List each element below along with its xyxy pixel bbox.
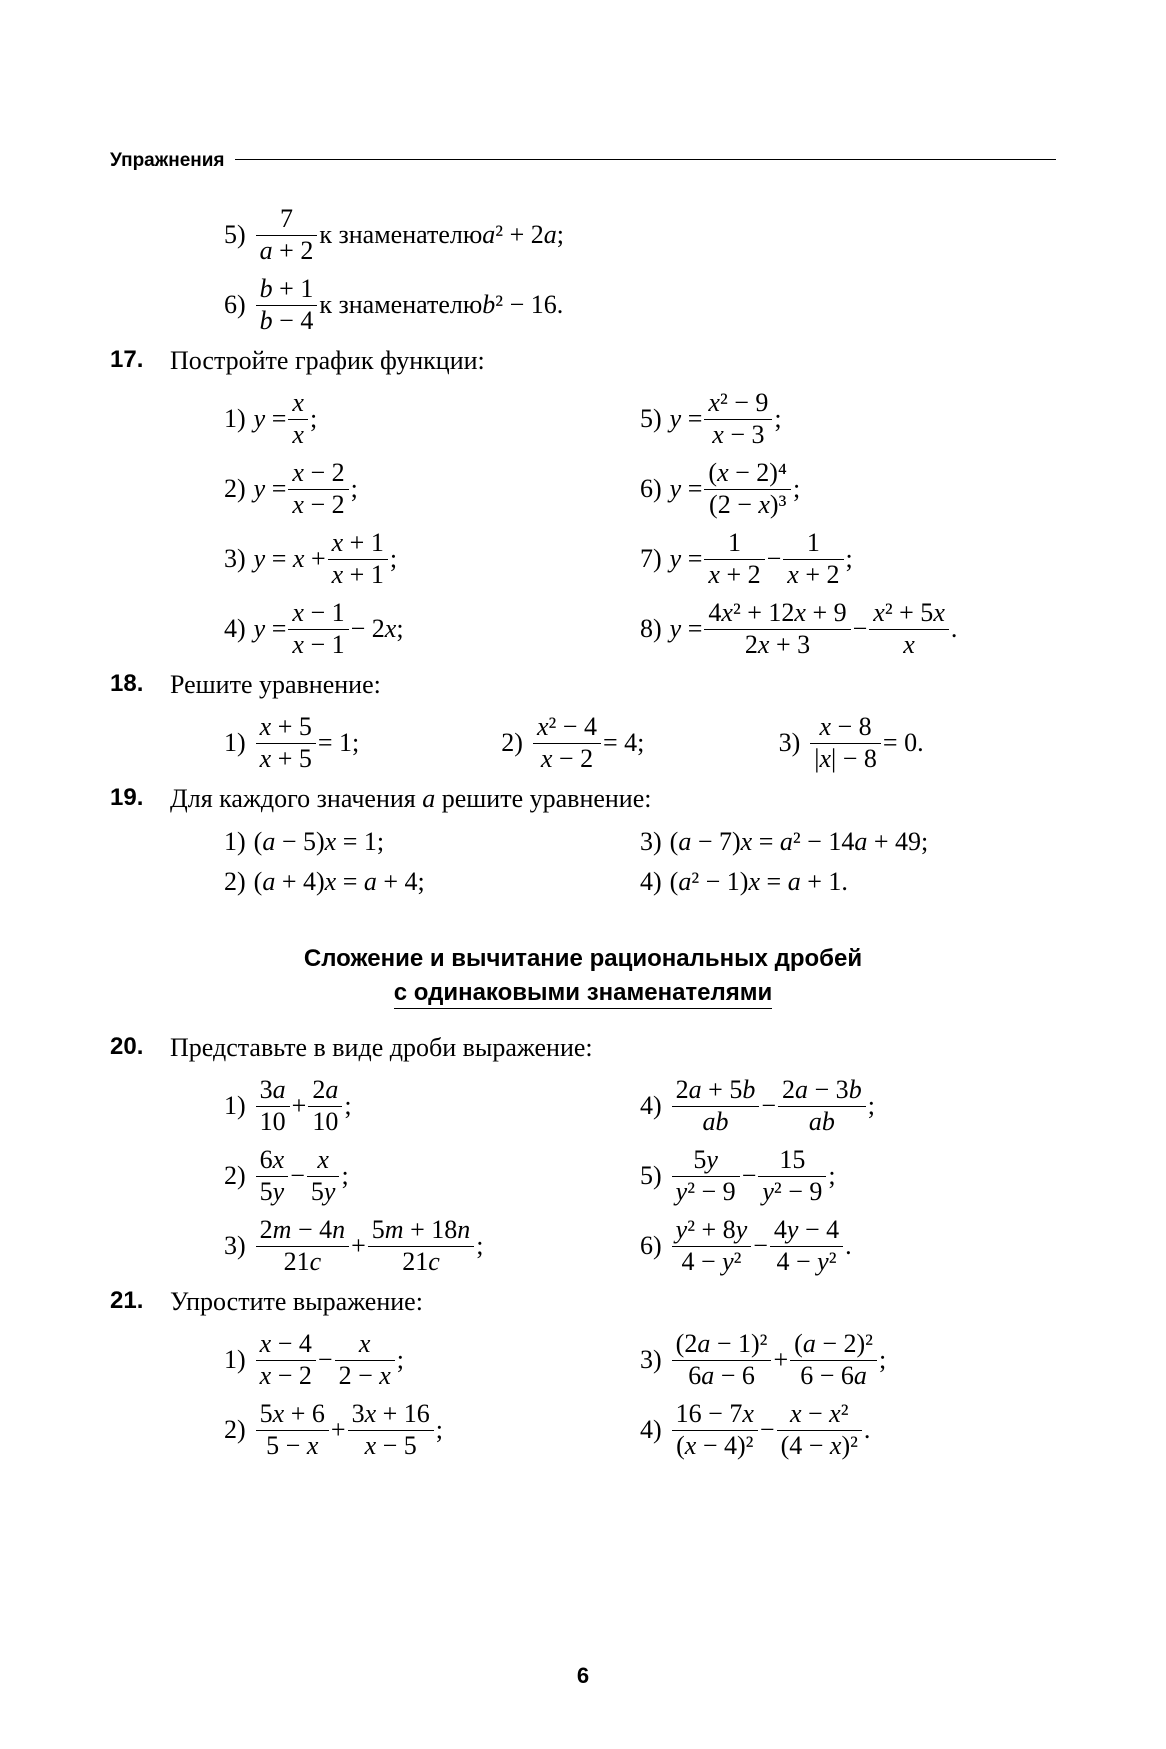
item-label: 3) xyxy=(640,1345,662,1375)
problem-number: 20. xyxy=(110,1033,170,1061)
section-title-line1: Сложение и вычитание рациональных дробей xyxy=(304,945,862,972)
problem-number: 17. xyxy=(110,346,170,374)
sub-item: 2)y = x − 2x − 2; xyxy=(224,454,640,524)
sub-item: 1)x − 4x − 2 − x2 − x; xyxy=(224,1325,640,1395)
problem-items: 1)3a10 + 2a10;4)2a + 5bab − 2a − 3bab;2)… xyxy=(224,1071,1056,1281)
page-number: 6 xyxy=(0,1663,1166,1689)
sub-item: 3)(a − 7)x = a² − 14a + 49; xyxy=(640,822,1056,862)
sub-item: 4)16 − 7x(x − 4)² − x − x²(4 − x)². xyxy=(640,1395,1056,1465)
problem-21: 21. Упростите выражение: 1)x − 4x − 2 − … xyxy=(110,1287,1056,1465)
item-label: 3) xyxy=(640,827,662,857)
sub-item: 2)x² − 4x − 2 = 4; xyxy=(501,708,778,778)
sub-item: 6)b + 1b − 4 к знаменателю b² − 16. xyxy=(224,270,1056,340)
item-label: 2) xyxy=(501,728,523,758)
sub-item: 3)(2a − 1)²6a − 6 + (a − 2)²6 − 6a; xyxy=(640,1325,1056,1395)
page: Упражнения 5)7a + 2 к знаменателю a² + 2… xyxy=(0,0,1166,1749)
item-label: 4) xyxy=(640,1415,662,1445)
section-title-line2: с одинаковыми знаменателями xyxy=(394,979,773,1009)
sub-item: 6)y² + 8y4 − y² − 4y − 44 − y². xyxy=(640,1211,1056,1281)
problem-prompt: Представьте в виде дроби выражение: xyxy=(170,1033,1056,1063)
problem-20: 20. Представьте в виде дроби выражение: … xyxy=(110,1033,1056,1281)
problem-19: 19. Для каждого значения a решите уравне… xyxy=(110,784,1056,902)
item-label: 5) xyxy=(224,220,246,250)
item-label: 2) xyxy=(224,1415,246,1445)
sub-item: 5)y = x² − 9x − 3; xyxy=(640,384,1056,454)
problem-number: 21. xyxy=(110,1287,170,1315)
sub-item: 7)y = 1x + 2 − 1x + 2; xyxy=(640,524,1056,594)
item-label: 3) xyxy=(779,728,801,758)
running-header: Упражнения xyxy=(110,150,1056,172)
item-label: 7) xyxy=(640,544,662,574)
item-label: 5) xyxy=(640,1161,662,1191)
item-label: 4) xyxy=(640,867,662,897)
continuation-items: 5)7a + 2 к знаменателю a² + 2a;6)b + 1b … xyxy=(224,200,1056,340)
item-label: 6) xyxy=(640,474,662,504)
section-title: Сложение и вычитание рациональных дробей… xyxy=(110,942,1056,1009)
item-label: 6) xyxy=(224,290,246,320)
item-label: 1) xyxy=(224,1345,246,1375)
item-label: 3) xyxy=(224,1231,246,1261)
sub-item: 2)(a + 4)x = a + 4; xyxy=(224,862,640,902)
item-label: 4) xyxy=(224,614,246,644)
item-label: 5) xyxy=(640,404,662,434)
problem-items: 1)(a − 5)x = 1;3)(a − 7)x = a² − 14a + 4… xyxy=(224,822,1056,902)
problem-items: 1)x + 5x + 5 = 1;2)x² − 4x − 2 = 4;3)x −… xyxy=(224,708,1056,778)
problem-prompt: Постройте график функции: xyxy=(170,346,1056,376)
item-label: 2) xyxy=(224,474,246,504)
sub-item: 8)y = 4x² + 12x + 92x + 3 − x² + 5xx. xyxy=(640,594,1056,664)
problem-prompt: Для каждого значения a решите уравнение: xyxy=(170,784,1056,814)
item-label: 1) xyxy=(224,1091,246,1121)
sub-item: 1)x + 5x + 5 = 1; xyxy=(224,708,501,778)
sub-item: 1)(a − 5)x = 1; xyxy=(224,822,640,862)
sub-item: 2)6x5y − x5y; xyxy=(224,1141,640,1211)
sub-item: 4)2a + 5bab − 2a − 3bab; xyxy=(640,1071,1056,1141)
item-label: 6) xyxy=(640,1231,662,1261)
sub-item: 2)5x + 65 − x + 3x + 16x − 5; xyxy=(224,1395,640,1465)
item-label: 4) xyxy=(640,1091,662,1121)
header-rule xyxy=(235,159,1056,160)
item-label: 3) xyxy=(224,544,246,574)
sub-item: 1)y = xx; xyxy=(224,384,640,454)
problem-items: 1)x − 4x − 2 − x2 − x;3)(2a − 1)²6a − 6 … xyxy=(224,1325,1056,1465)
sub-item: 4)y = x − 1x − 1 − 2x; xyxy=(224,594,640,664)
sub-item: 5)7a + 2 к знаменателю a² + 2a; xyxy=(224,200,1056,270)
sub-item: 3)2m − 4n21c + 5m + 18n21c; xyxy=(224,1211,640,1281)
problem-17: 17. Постройте график функции: 1)y = xx;5… xyxy=(110,346,1056,664)
item-label: 2) xyxy=(224,867,246,897)
problem-prompt: Решите уравнение: xyxy=(170,670,1056,700)
sub-item: 3)y = x + x + 1x + 1; xyxy=(224,524,640,594)
problem-items: 1)y = xx;5)y = x² − 9x − 3;2)y = x − 2x … xyxy=(224,384,1056,664)
sub-item: 5)5yy² − 9 − 15y² − 9; xyxy=(640,1141,1056,1211)
item-label: 1) xyxy=(224,404,246,434)
item-label: 2) xyxy=(224,1161,246,1191)
sub-item: 6)y = (x − 2)⁴(2 − x)³; xyxy=(640,454,1056,524)
continuation-block: 5)7a + 2 к знаменателю a² + 2a;6)b + 1b … xyxy=(110,200,1056,340)
problem-number: 19. xyxy=(110,784,170,812)
item-label: 1) xyxy=(224,728,246,758)
item-label: 1) xyxy=(224,827,246,857)
problem-number: 18. xyxy=(110,670,170,698)
header-label: Упражнения xyxy=(110,150,225,172)
sub-item: 3)x − 8|x| − 8 = 0. xyxy=(779,708,1056,778)
problem-prompt: Упростите выражение: xyxy=(170,1287,1056,1317)
item-label: 8) xyxy=(640,614,662,644)
problem-18: 18. Решите уравнение: 1)x + 5x + 5 = 1;2… xyxy=(110,670,1056,778)
sub-item: 1)3a10 + 2a10; xyxy=(224,1071,640,1141)
sub-item: 4)(a² − 1)x = a + 1. xyxy=(640,862,1056,902)
